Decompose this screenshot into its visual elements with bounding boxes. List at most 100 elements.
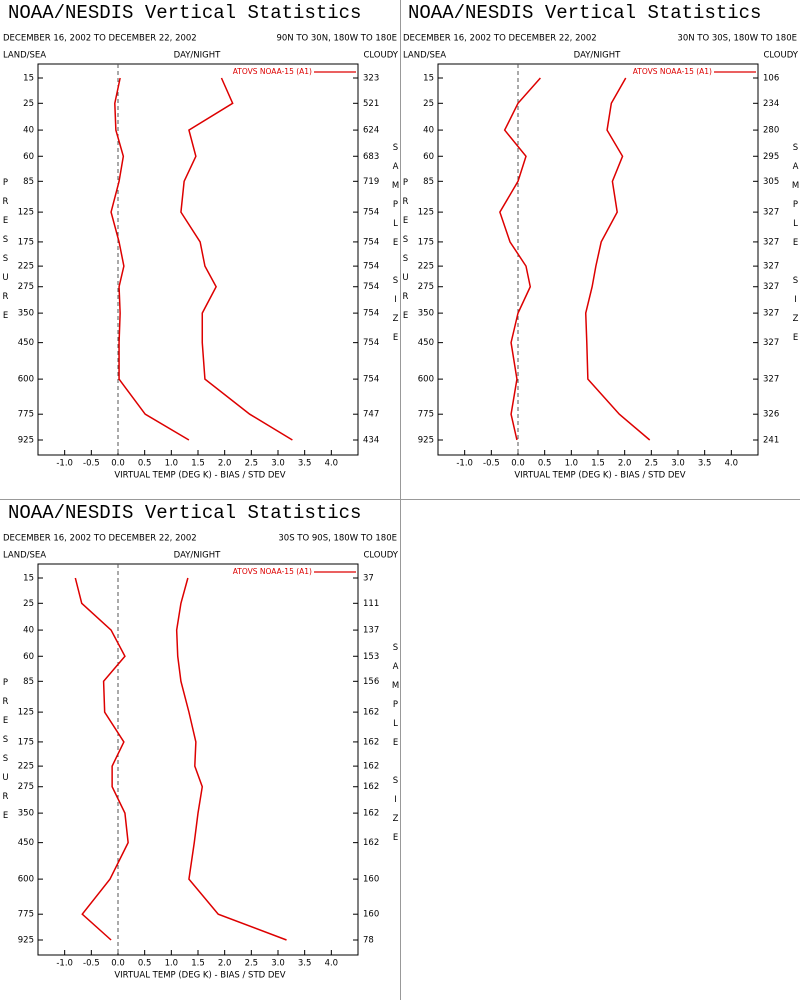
x-tick-label: -1.0 <box>456 459 473 469</box>
y-tick-label: 15 <box>23 74 34 84</box>
y-tick-label: 60 <box>23 652 34 662</box>
y2-axis-label: SAMPLE SIZE <box>791 143 800 352</box>
y-tick-label: 925 <box>18 436 34 446</box>
y-tick-label: 85 <box>23 177 34 187</box>
land-sea: LAND/SEA <box>3 551 46 561</box>
x-tick-label: 4.0 <box>325 459 339 469</box>
panel: NOAA/NESDIS Vertical Statistics DECEMBER … <box>1 2 401 480</box>
sample-size: 327 <box>763 282 779 292</box>
land-sea: LAND/SEA <box>3 51 46 61</box>
sample-size: 162 <box>363 737 379 747</box>
x-tick-label: 4.0 <box>325 959 339 969</box>
x-tick-label: 0.0 <box>111 459 125 469</box>
sample-size: 280 <box>763 126 779 136</box>
date-range: DECEMBER 16, 2002 TO DECEMBER 22, 2002 <box>403 34 597 44</box>
y-axis-label: PRESSURE <box>1 678 11 830</box>
sample-size: 754 <box>363 309 379 319</box>
y-tick-label: 40 <box>23 626 34 636</box>
y-tick-label: 275 <box>418 282 434 292</box>
x-tick-label: 1.0 <box>165 459 179 469</box>
x-tick-label: -0.5 <box>83 959 100 969</box>
x-tick-label: 4.0 <box>725 459 739 469</box>
legend-label: ATOVS NOAA-15 (A1) <box>233 67 312 76</box>
y-tick-label: 775 <box>18 910 34 920</box>
date-range: DECEMBER 16, 2002 TO DECEMBER 22, 2002 <box>3 34 197 44</box>
y-tick-label: 925 <box>18 936 34 946</box>
y-tick-label: 25 <box>23 599 34 609</box>
sample-size: 683 <box>363 152 379 162</box>
sample-size: 137 <box>363 626 379 636</box>
sample-size: 521 <box>363 99 379 109</box>
sample-size: 160 <box>363 875 379 885</box>
x-tick-label: 3.5 <box>298 959 312 969</box>
day-night: DAY/NIGHT <box>174 551 221 561</box>
x-tick-label: 2.5 <box>645 459 659 469</box>
sample-size: 241 <box>763 436 779 446</box>
sample-size: 754 <box>363 262 379 272</box>
date-range: DECEMBER 16, 2002 TO DECEMBER 22, 2002 <box>3 534 197 544</box>
x-tick-label: 3.0 <box>671 459 685 469</box>
land-sea: LAND/SEA <box>403 51 446 61</box>
sample-size: 153 <box>363 652 379 662</box>
sample-size: 295 <box>763 152 779 162</box>
sample-size: 754 <box>363 237 379 247</box>
chart-title: NOAA/NESDIS Vertical Statistics <box>8 502 361 524</box>
y-tick-label: 600 <box>18 875 34 885</box>
x-tick-label: 2.0 <box>218 459 232 469</box>
x-tick-label: 1.0 <box>165 959 179 969</box>
sample-size: 162 <box>363 809 379 819</box>
y-axis-label: PRESSURE <box>1 178 11 330</box>
y-tick-label: 225 <box>18 262 34 272</box>
y-tick-label: 450 <box>18 838 34 848</box>
sample-size: 719 <box>363 177 379 187</box>
region: 30S TO 90S, 180W TO 180E <box>278 534 397 544</box>
sample-size: 754 <box>363 375 379 385</box>
sample-size: 106 <box>763 74 779 84</box>
y-tick-label: 225 <box>18 762 34 772</box>
y-tick-label: 60 <box>23 152 34 162</box>
y2-axis-label: SAMPLE SIZE <box>391 643 401 852</box>
x-tick-label: 0.0 <box>511 459 525 469</box>
y2-axis-label: SAMPLE SIZE <box>391 143 401 352</box>
y-tick-label: 15 <box>423 74 434 84</box>
x-tick-label: 3.5 <box>298 459 312 469</box>
x-tick-label: 2.5 <box>245 959 259 969</box>
y-tick-label: 175 <box>18 237 34 247</box>
std-dev-line <box>175 577 287 941</box>
region: 90N TO 30N, 180W TO 180E <box>276 34 397 44</box>
sample-size: 624 <box>363 126 379 136</box>
x-tick-label: -1.0 <box>56 959 73 969</box>
y-tick-label: 350 <box>418 309 434 319</box>
std-dev-line <box>584 77 651 441</box>
sample-size: 234 <box>763 99 779 109</box>
sample-size: 747 <box>363 410 379 420</box>
sample-size: 327 <box>763 309 779 319</box>
day-night: DAY/NIGHT <box>574 51 621 61</box>
y-tick-label: 60 <box>423 152 434 162</box>
x-tick-label: 0.5 <box>138 959 152 969</box>
sample-size: 327 <box>763 262 779 272</box>
x-tick-label: 1.0 <box>565 459 579 469</box>
x-tick-label: -1.0 <box>56 459 73 469</box>
y-tick-label: 175 <box>418 237 434 247</box>
y-tick-label: 275 <box>18 282 34 292</box>
sample-size: 323 <box>363 74 379 84</box>
sample-size: 162 <box>363 782 379 792</box>
y-tick-label: 275 <box>18 782 34 792</box>
sample-size: 754 <box>363 282 379 292</box>
x-tick-label: 3.0 <box>271 959 285 969</box>
chart-title: NOAA/NESDIS Vertical Statistics <box>8 2 361 24</box>
sample-size: 326 <box>763 410 779 420</box>
cloudy: CLOUDY <box>763 51 798 61</box>
y-tick-label: 125 <box>18 708 34 718</box>
x-tick-label: -0.5 <box>83 459 100 469</box>
cloudy: CLOUDY <box>363 551 398 561</box>
x-tick-label: 0.5 <box>138 459 152 469</box>
x-tick-label: -0.5 <box>483 459 500 469</box>
y-tick-label: 40 <box>23 126 34 136</box>
sample-size: 37 <box>363 574 374 584</box>
legend-label: ATOVS NOAA-15 (A1) <box>633 67 712 76</box>
y-tick-label: 85 <box>23 677 34 687</box>
y-tick-label: 15 <box>23 574 34 584</box>
